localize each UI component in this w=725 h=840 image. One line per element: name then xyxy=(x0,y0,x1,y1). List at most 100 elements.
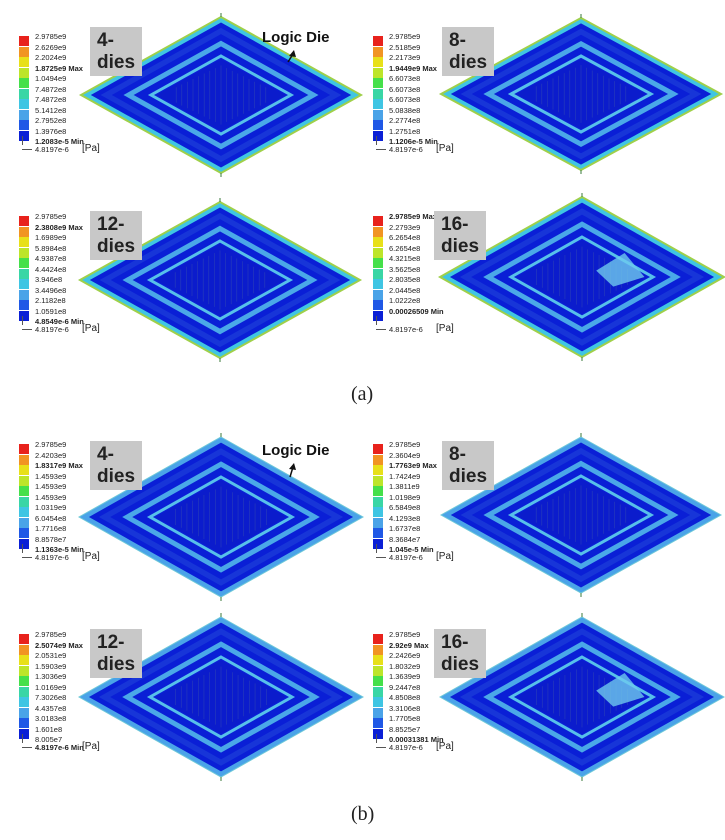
legend-tick-label: 1.9449e9 Max xyxy=(389,63,437,73)
legend-swatch xyxy=(19,258,29,268)
legend-leader-line xyxy=(22,734,23,743)
legend-tick-label: 1.0198e9 xyxy=(389,492,421,502)
legend-tick-label: 4.8197e-6 xyxy=(389,743,423,752)
legend-swatch xyxy=(19,88,29,99)
legend-tick-label: 4.8197e-6 xyxy=(35,553,69,562)
legend-tick-label: 7.3026e8 xyxy=(35,693,67,702)
legend-leader-line xyxy=(376,747,386,748)
legend-leader-line xyxy=(22,557,32,558)
legend-swatch xyxy=(373,226,383,237)
legend-leader-line xyxy=(22,136,23,145)
legend-tick-label: 1.2751e8 xyxy=(389,126,421,136)
legend-swatch xyxy=(373,310,383,321)
legend-swatch xyxy=(19,120,29,130)
legend-swatch xyxy=(373,507,383,517)
legend-swatch xyxy=(19,728,29,739)
legend-swatch xyxy=(19,655,29,665)
legend-unit: [Pa] xyxy=(436,323,454,334)
legend-swatch xyxy=(19,226,29,237)
legend-tick-label: 1.1363e-5 Min xyxy=(35,545,84,554)
legend-swatch xyxy=(19,444,29,454)
legend-swatch xyxy=(373,444,383,454)
legend-tick-label: 6.2654e8 xyxy=(389,243,421,253)
legend-tick-label: 6.5849e8 xyxy=(389,503,421,512)
panel-title: 16-dies xyxy=(434,211,487,260)
legend-tick-label: 1.2083e-5 Min xyxy=(35,137,84,146)
legend-tick-label: 2.9785e9 xyxy=(35,32,67,41)
legend-swatch xyxy=(19,289,29,300)
legend-tick-label: 2.5185e9 xyxy=(389,42,421,52)
legend-tick-label: 3.5625e8 xyxy=(389,264,421,274)
legend-tick-label: 2.2173e9 xyxy=(389,53,421,62)
legend-swatch xyxy=(373,279,383,289)
legend-tick-label: 1.7424e9 xyxy=(389,471,421,481)
legend-leader-line xyxy=(376,316,377,325)
legend-tick-label: 4.1293e8 xyxy=(389,513,421,523)
legend-swatch xyxy=(19,507,29,517)
legend-leader-line xyxy=(22,544,23,553)
legend-swatch xyxy=(19,310,29,321)
legend-swatch xyxy=(373,57,383,67)
legend-tick-label: 3.946e8 xyxy=(35,275,63,284)
legend-swatch xyxy=(19,67,29,78)
legend-swatch xyxy=(19,475,29,486)
legend-swatch xyxy=(19,46,29,57)
legend-tick-label: 1.8317e9 Max xyxy=(35,461,83,470)
legend-swatch xyxy=(373,454,383,465)
legend-tick-label: 1.3976e8 xyxy=(35,126,67,136)
legend-tick-label: 2.5074e9 Max xyxy=(35,640,83,650)
legend-tick-label: 9.2447e8 xyxy=(389,682,421,692)
legend-leader-line xyxy=(376,734,377,743)
legend-swatch xyxy=(373,247,383,258)
legend-swatch xyxy=(373,67,383,78)
legend-tick-label: 1.0169e9 xyxy=(35,682,67,692)
legend-tick-label: 1.601e8 xyxy=(35,724,63,734)
high-stress-region xyxy=(596,673,645,707)
legend-swatch xyxy=(19,538,29,549)
legend-tick-label: 4.8197e-6 xyxy=(35,145,69,154)
legend-swatch xyxy=(373,268,383,279)
logic-die-hatch xyxy=(175,486,267,548)
legend-tick-label: 1.3811e9 xyxy=(389,482,420,491)
logic-die-hatch xyxy=(175,666,267,728)
legend-swatch xyxy=(19,237,29,247)
legend-tick-label: 6.6073e8 xyxy=(389,95,421,104)
legend-tick-label: 8.005e7 xyxy=(35,735,63,744)
legend-swatch xyxy=(19,279,29,289)
legend-tick-label: 5.8984e8 xyxy=(35,243,67,253)
legend-tick-label: 2.8035e8 xyxy=(389,275,421,284)
legend-tick-label: 2.92e9 Max xyxy=(389,640,429,650)
legend-swatch xyxy=(373,120,383,130)
stress-contour-plot xyxy=(77,433,365,601)
legend-tick-label: 2.9785e9 Max xyxy=(389,212,437,221)
legend-tick-label: 1.4593e9 xyxy=(35,471,67,481)
legend-swatch xyxy=(373,528,383,538)
panel-title: 4-dies xyxy=(90,27,143,76)
legend-swatch xyxy=(373,707,383,718)
legend-tick-label: 4.8197e-6 xyxy=(389,325,423,334)
color-legend: 2.9785e9 2.5185e9 2.2173e9 1.9449e9 Max 6.60… xyxy=(368,32,488,177)
legend-tick-label: 2.2426e9 xyxy=(389,651,421,660)
legend-swatch xyxy=(19,697,29,707)
legend-swatch xyxy=(373,538,383,549)
legend-swatch xyxy=(19,634,29,644)
legend-swatch xyxy=(373,486,383,496)
legend-swatch xyxy=(373,36,383,46)
legend-leader-line xyxy=(22,329,32,330)
legend-tick-label: 1.8725e9 Max xyxy=(35,63,83,73)
annotation-arrow xyxy=(289,463,296,478)
legend-tick-label: 2.7952e8 xyxy=(35,116,67,125)
legend-tick-label: 4.4357e8 xyxy=(35,703,67,713)
legend-tick-label: 1.0494e9 xyxy=(35,74,67,83)
color-legend: 2.9785e9 2.6269e9 2.2024e9 1.8725e9 Max 1.04… xyxy=(14,32,134,177)
legend-swatch xyxy=(19,686,29,697)
caption-b: (b) xyxy=(351,803,375,825)
legend-tick-label: 1.6989e9 xyxy=(35,233,67,242)
legend-swatch xyxy=(373,676,383,686)
legend-tick-label: 8.8525e7 xyxy=(389,724,421,734)
legend-tick-label: 8.3684e7 xyxy=(389,534,421,544)
legend-tick-label: 4.3215e8 xyxy=(389,254,421,263)
logic-die-hatch xyxy=(535,65,627,123)
legend-tick-label: 0.00031381 Min xyxy=(389,735,444,744)
legend-swatch xyxy=(19,109,29,120)
